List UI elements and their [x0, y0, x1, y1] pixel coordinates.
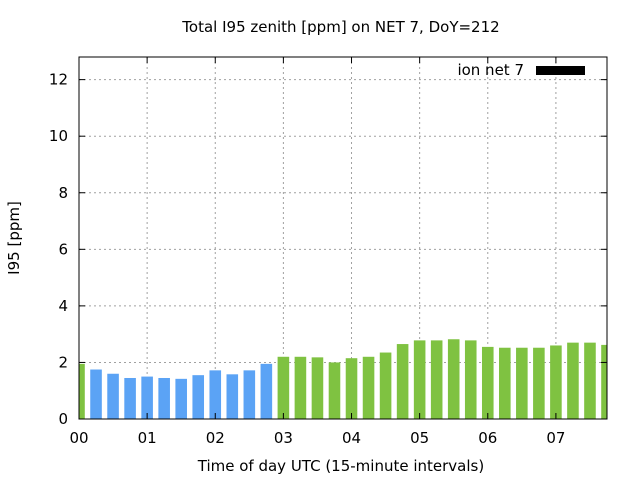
bar — [294, 356, 307, 419]
bar — [396, 344, 409, 419]
bar — [447, 339, 460, 419]
x-tick-label: 05 — [410, 429, 429, 447]
x-tick-label: 04 — [342, 429, 361, 447]
y-tick-label: 4 — [58, 297, 68, 315]
bar — [277, 356, 290, 419]
bar — [464, 340, 477, 419]
bar — [141, 376, 153, 419]
bar — [107, 373, 119, 419]
legend-label: ion net 7 — [457, 61, 524, 79]
bar — [260, 363, 273, 419]
bar — [550, 345, 562, 419]
bar — [499, 347, 511, 419]
y-tick-label: 0 — [58, 410, 68, 428]
bar — [192, 375, 205, 419]
bar — [601, 344, 607, 419]
bar — [567, 342, 579, 419]
bar — [175, 378, 187, 419]
bar — [124, 377, 136, 419]
legend: ion net 7 — [457, 61, 585, 79]
bar — [413, 340, 426, 419]
bar — [481, 346, 494, 419]
bar — [311, 357, 324, 419]
bar — [79, 363, 85, 419]
grid — [79, 57, 607, 419]
bar — [533, 347, 545, 419]
legend-swatch — [536, 66, 585, 75]
bar — [345, 358, 358, 419]
bars — [79, 339, 607, 419]
plot-frame — [78, 56, 608, 420]
bar — [90, 369, 102, 419]
x-tick-label: 03 — [274, 429, 293, 447]
x-tick-label: 01 — [138, 429, 157, 447]
x-tick-label: 07 — [546, 429, 565, 447]
bar — [328, 362, 341, 419]
x-tick-label: 02 — [206, 429, 225, 447]
x-tick-label: 06 — [478, 429, 497, 447]
x-axis-label: Time of day UTC (15-minute intervals) — [197, 457, 484, 475]
bar — [584, 342, 596, 419]
bar — [158, 377, 170, 419]
y-tick-label: 2 — [58, 353, 68, 371]
y-tick-label: 6 — [58, 240, 68, 258]
bar — [209, 370, 222, 419]
y-tick-label: 8 — [58, 184, 68, 202]
bar — [243, 370, 256, 419]
bar — [430, 340, 443, 419]
bar — [516, 347, 528, 419]
bar — [379, 352, 392, 419]
bar — [362, 356, 375, 419]
x-tick-label: 00 — [69, 429, 88, 447]
y-axis-label: I95 [ppm] — [5, 201, 23, 275]
y-tick-label: 12 — [49, 71, 68, 89]
chart-title: Total I95 zenith [ppm] on NET 7, DoY=212 — [181, 18, 499, 36]
bar — [226, 374, 239, 419]
y-tick-label: 10 — [49, 127, 68, 145]
